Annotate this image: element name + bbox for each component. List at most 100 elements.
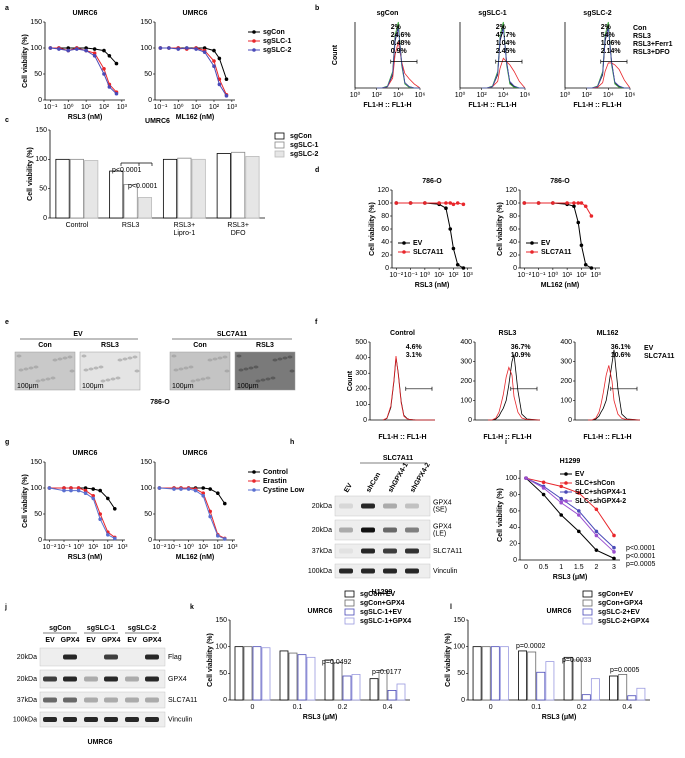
marker (84, 46, 88, 50)
x-tick-label: 0.2 (577, 704, 587, 711)
marker (186, 487, 191, 491)
x-tick-label: 10⁶ (520, 92, 531, 99)
band (383, 548, 397, 554)
bar (627, 695, 637, 701)
y-axis-label: Cell viability (%) (22, 474, 29, 528)
group-label: SLC7A11 (217, 331, 247, 338)
chart-title: H1299 (560, 458, 581, 465)
legend-label: RSL3+DFO (633, 49, 670, 56)
marker (448, 201, 453, 205)
bar (572, 659, 582, 701)
y-axis-label: Cell viability (%) (27, 147, 34, 201)
series-line (524, 202, 592, 269)
marker (98, 517, 102, 521)
cell (282, 356, 288, 360)
panel-label: a (5, 5, 9, 12)
x-tick-label: 10⁴ (603, 92, 614, 99)
mw-label: 37kDa (17, 697, 37, 704)
x-tick-label: 10⁻² (152, 544, 166, 551)
legend-swatch (582, 599, 593, 607)
blot-strip (39, 691, 166, 709)
x-tick-label: 10⁰ (548, 271, 559, 279)
x-tick-label: 10² (448, 272, 459, 279)
cell (277, 357, 283, 361)
x-tick-label: 0 (251, 704, 255, 711)
band (145, 654, 159, 660)
marker (565, 201, 569, 205)
y-axis-label: Cell viability (%) (369, 202, 376, 256)
row-label: GPX4 (433, 523, 452, 530)
cell-line: UMRC6 (88, 739, 113, 746)
x-tick-label: 10⁰ (455, 91, 466, 99)
y-tick-label: 150 (140, 459, 152, 466)
group-label: sgCon (49, 625, 71, 632)
series-line (586, 21, 630, 89)
x-tick-label: 0.2 (338, 704, 348, 711)
legend-marker (252, 30, 256, 34)
scale-label: 100μm (172, 383, 194, 390)
marker (69, 486, 73, 490)
marker (559, 513, 563, 517)
legend-label: sgCon+EV (598, 591, 634, 598)
x-tick-label: 10³ (117, 544, 128, 551)
bar (231, 151, 246, 219)
cell (255, 379, 261, 383)
cell (236, 354, 242, 358)
x-tick-label: 10⁴ (498, 92, 509, 99)
marker (114, 61, 119, 66)
lane-label: GPX4 (61, 637, 80, 644)
legend-label: sgSLC-1+EV (360, 609, 402, 616)
legend-label: sgCon (263, 29, 285, 36)
marker (524, 476, 528, 480)
gate (405, 386, 433, 391)
x-tick-label: 10¹ (81, 104, 92, 111)
band (63, 717, 77, 722)
blot-strip (39, 647, 166, 667)
x-tick-label: 10² (576, 272, 587, 279)
cell (50, 376, 56, 380)
x-tick-label: 0.4 (622, 704, 632, 711)
marker (208, 487, 212, 491)
bar (177, 157, 192, 219)
legend-label: SLC+shCon (575, 480, 615, 487)
marker (589, 266, 594, 270)
y-tick-label: 0 (43, 215, 47, 222)
panel-label: i (505, 439, 507, 446)
marker (102, 72, 106, 76)
marker (541, 486, 546, 490)
bar (342, 675, 352, 701)
marker (222, 537, 227, 541)
band (383, 568, 397, 574)
cell (260, 378, 266, 382)
legend-label: EV (644, 345, 654, 352)
cell (122, 357, 128, 361)
marker (62, 488, 66, 493)
legend-marker (402, 241, 406, 245)
series-line (396, 202, 464, 269)
y-axis-label: Count (347, 370, 354, 391)
y-tick-label: 0 (223, 697, 227, 704)
band (43, 697, 57, 703)
marker (158, 46, 163, 50)
band (104, 717, 118, 722)
bar (563, 656, 573, 701)
mw-label: 20kDa (312, 527, 332, 534)
x-tick-label: 0.5 (539, 564, 549, 571)
cell (248, 366, 254, 370)
legend-label: RSL3+Ferr1 (633, 41, 673, 48)
marker (176, 47, 181, 51)
marker (222, 501, 227, 506)
marker (423, 201, 427, 205)
panel-label: l (450, 604, 452, 611)
marker (448, 227, 453, 231)
y-tick-label: 0 (148, 537, 152, 544)
series-line (525, 477, 615, 559)
marker (572, 204, 576, 209)
y-tick-label: 100 (30, 485, 42, 492)
legend-label: SLC7A11 (644, 353, 674, 360)
band (145, 676, 159, 682)
x-tick-label: 10¹ (88, 544, 99, 551)
y-tick-label: 400 (460, 339, 472, 346)
annotation: 10.6% (611, 352, 632, 359)
x-tick-label: 10¹ (198, 544, 209, 551)
